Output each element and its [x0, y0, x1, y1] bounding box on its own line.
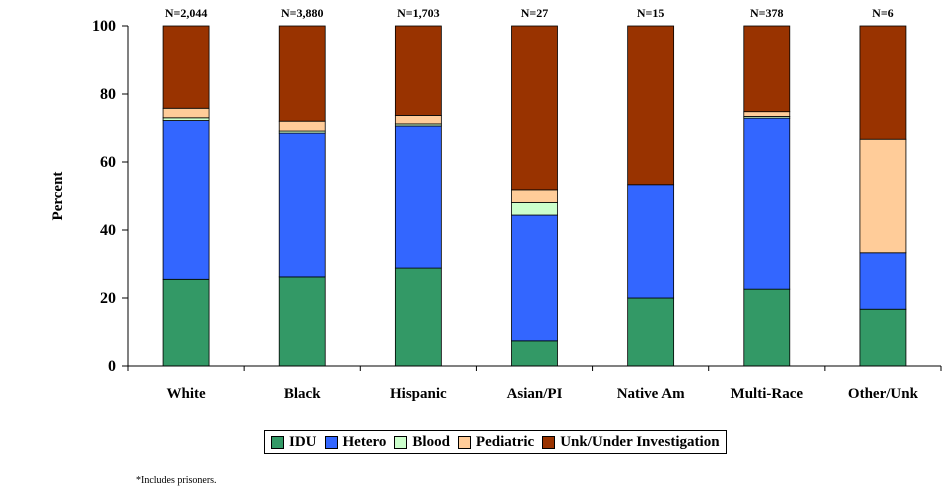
bar-segment-multi-race-pediatric: [743, 111, 791, 117]
bar-segment-native-am-unk-under-investigation: [627, 25, 675, 186]
bar-segment-other-unk-idu: [859, 308, 907, 367]
bar-segment-white-pediatric: [162, 107, 210, 119]
legend-swatch-idu: [271, 435, 284, 449]
legend-swatch-unk-under-investigation: [542, 435, 556, 449]
bar-segment-asian-pi-hetero: [511, 214, 558, 342]
bar-segment-multi-race-unk-under-investigation: [743, 25, 791, 113]
bar-segment-black-unk-under-investigation: [278, 25, 326, 122]
bar-segment-native-am-idu: [627, 297, 675, 367]
legend-swatch-pediatric: [457, 435, 471, 449]
legend-label-unk-under-investigation: Unk/Under Investigation: [560, 433, 720, 450]
x-tick-label-white: White: [166, 386, 206, 402]
x-tick-label-black: Black: [284, 386, 321, 402]
n-label-asian-pi: N=27: [521, 6, 549, 20]
bar-segment-hispanic-idu: [394, 267, 442, 367]
bar-segment-white-idu: [162, 278, 210, 367]
y-tick-label-80: 80: [100, 86, 116, 103]
bar-segment-hispanic-pediatric: [394, 115, 442, 125]
legend-item-unk-under-investigation: Unk/Under Investigation: [542, 433, 720, 451]
bar-segment-white-hetero: [162, 120, 210, 280]
n-label-multi-race: N=378: [750, 6, 784, 20]
bar-segment-white-blood: [162, 117, 210, 121]
bar-segment-black-pediatric: [278, 120, 326, 132]
bar-segment-hispanic-hetero: [394, 125, 442, 269]
bar-segment-black-idu: [278, 276, 326, 367]
n-label-black: N=3,880: [281, 6, 324, 20]
bar-segment-multi-race-hetero: [743, 117, 791, 290]
legend-swatch-hetero: [324, 435, 338, 449]
x-tick-label-hispanic: Hispanic: [390, 386, 447, 402]
legend-item-blood: Blood: [394, 434, 450, 451]
y-tick-label-60: 60: [100, 154, 116, 171]
bar-segment-multi-race-idu: [743, 288, 791, 367]
legend-label-pediatric: Pediatric: [475, 433, 535, 450]
bar-segment-black-hetero: [278, 132, 326, 278]
n-label-white: N=2,044: [165, 6, 208, 20]
y-tick-label-40: 40: [100, 222, 116, 239]
bar-segment-other-unk-unk-under-investigation: [859, 25, 907, 140]
y-tick-label-0: 0: [108, 358, 116, 375]
legend-label-blood: Blood: [412, 433, 450, 450]
bar-segment-asian-pi-pediatric: [511, 189, 558, 203]
chart-legend: IDU Hetero Blood Pediatric Unk/Under Investi…: [264, 430, 727, 454]
x-tick-label-multi-race: Multi-Race: [731, 386, 804, 402]
bars-group: [162, 25, 907, 367]
x-tick-label-native-am: Native Am: [617, 386, 685, 402]
legend-item-hetero: Hetero: [324, 433, 387, 451]
legend-item-idu: IDU: [271, 434, 317, 451]
x-tick-label-asian-pi: Asian/PI: [507, 386, 563, 402]
footnote: *Includes prisoners.: [136, 475, 217, 486]
y-tick-label-20: 20: [100, 290, 116, 307]
bar-segment-other-unk-pediatric: [859, 138, 907, 254]
legend-label-idu: IDU: [289, 433, 317, 450]
legend-item-pediatric: Pediatric: [457, 433, 535, 451]
bar-segment-asian-pi-idu: [511, 340, 558, 367]
n-label-hispanic: N=1,703: [397, 6, 440, 20]
stacked-bar-chart: Percent N=2,044 White N=3,880 Black N=1,703 H…: [50, 6, 942, 402]
bar-segment-asian-pi-unk-under-investigation: [511, 25, 558, 191]
n-label-native-am: N=15: [637, 6, 665, 20]
bar-segment-white-unk-under-investigation: [162, 25, 210, 109]
legend-swatch-blood: [394, 435, 408, 449]
legend-label-hetero: Hetero: [342, 433, 387, 450]
bar-segment-native-am-hetero: [627, 184, 675, 299]
y-axis-title: Percent: [50, 172, 66, 221]
n-label-other-unk: N=6: [872, 6, 894, 20]
bar-segment-hispanic-unk-under-investigation: [394, 25, 442, 116]
x-tick-label-other-unk: Other/Unk: [848, 386, 919, 402]
axes-group: N=2,044 White N=3,880 Black N=1,703 Hispanic N…: [92, 6, 942, 402]
bar-segment-asian-pi-blood: [511, 202, 558, 216]
y-tick-label-100: 100: [92, 18, 116, 35]
bar-segment-other-unk-hetero: [859, 252, 907, 310]
